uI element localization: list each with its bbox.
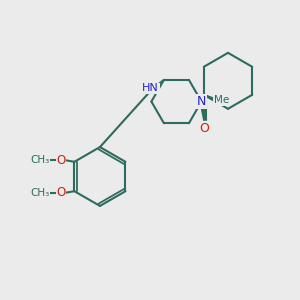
Text: CH₃: CH₃ xyxy=(30,155,50,165)
Text: O: O xyxy=(57,186,66,199)
Text: O: O xyxy=(199,122,209,135)
Text: O: O xyxy=(57,154,66,167)
Text: N: N xyxy=(197,95,206,108)
Text: HN: HN xyxy=(142,83,159,93)
Text: CH₃: CH₃ xyxy=(30,188,50,198)
Text: Me: Me xyxy=(214,95,229,105)
